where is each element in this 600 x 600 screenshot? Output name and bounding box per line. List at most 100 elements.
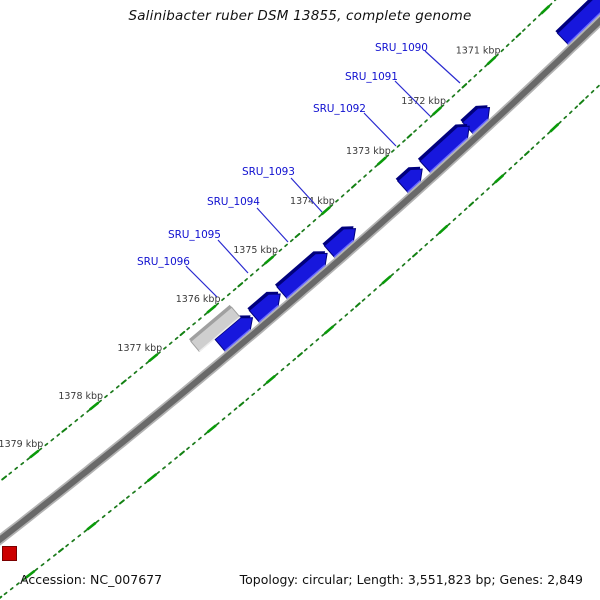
tick-mark (350, 308, 354, 312)
tick-mark (138, 485, 142, 490)
tick-mark (467, 79, 472, 83)
tick-mark (413, 129, 417, 133)
tick-mark (56, 433, 61, 437)
tick-mark (9, 587, 14, 591)
tick-mark (355, 302, 361, 308)
tick-mark (538, 13, 542, 17)
tick-mark (227, 412, 232, 416)
tick-mark (132, 490, 136, 494)
tick-mark (237, 282, 244, 288)
tick-mark (473, 73, 478, 78)
tick-mark (438, 225, 449, 234)
tick-mark (0, 595, 3, 599)
tick-mark (215, 422, 220, 426)
tick-mark (457, 89, 461, 93)
gene-label-SRU_1091[interactable]: SRU_1091 (345, 71, 398, 83)
gene-label-SRU_1090[interactable]: SRU_1090 (375, 42, 428, 54)
label-leader-line (185, 265, 218, 298)
genome-stats-text: Topology: circular; Length: 3,551,823 bp… (239, 572, 583, 587)
gene-SRU_1096[interactable] (189, 304, 241, 353)
tick-mark (332, 323, 337, 327)
tick-mark (548, 2, 553, 7)
gene-arrow[interactable] (213, 315, 254, 352)
gene-label-SRU_1093[interactable]: SRU_1093 (242, 166, 295, 178)
gene-top-highlight (333, 239, 355, 258)
tick-mark (71, 538, 76, 543)
tick-mark (324, 325, 334, 335)
tick-mark (147, 473, 157, 482)
tick-mark (3, 591, 8, 596)
tick-mark (446, 99, 450, 103)
gene-label-SRU_1094[interactable]: SRU_1094 (207, 196, 260, 208)
tick-mark (68, 423, 73, 428)
tick-mark (101, 514, 106, 519)
tick-mark (65, 543, 69, 548)
tick-mark (86, 521, 97, 531)
tick-mark (373, 288, 377, 292)
tick-mark (179, 330, 186, 337)
tick-mark (80, 414, 85, 418)
tick-mark (312, 218, 317, 223)
tick-mark (361, 298, 366, 302)
tick-mark (502, 171, 507, 176)
tick-mark (563, 115, 568, 120)
tick-mark (206, 304, 217, 314)
gene-top-highlight (407, 180, 422, 193)
gene-SRU_1092[interactable] (395, 166, 423, 193)
accession-text: Accession: NC_007677 (20, 572, 163, 587)
gene-SRU_1094[interactable] (275, 251, 328, 299)
tick-mark (396, 268, 400, 272)
tick-mark (486, 187, 490, 191)
red-corner-marker (2, 546, 17, 561)
kbp-label: 1372 kbp (401, 96, 446, 107)
tick-mark (120, 379, 127, 385)
gene-SRU_1091[interactable] (417, 124, 470, 173)
tick-mark (574, 105, 579, 109)
tick-mark (263, 382, 267, 387)
tick-mark (297, 352, 303, 358)
gene-label-SRU_1095[interactable]: SRU_1095 (168, 229, 221, 241)
tick-mark (251, 392, 256, 396)
tick-mark (524, 150, 530, 156)
tick-mark (286, 362, 291, 367)
tick-mark (401, 263, 406, 267)
gene-label-SRU_1096[interactable]: SRU_1096 (137, 256, 190, 268)
tick-mark (26, 457, 31, 461)
tick-mark (58, 547, 64, 553)
tick-mark (203, 431, 208, 436)
tick-mark (174, 336, 179, 341)
label-leader-line (363, 112, 397, 147)
gene-label-SRU_1092[interactable]: SRU_1092 (313, 103, 366, 115)
tick-mark (494, 174, 505, 184)
tick-mark (486, 55, 497, 66)
tick-mark (162, 466, 166, 470)
tick-mark (541, 136, 546, 140)
gene-arrow[interactable] (555, 0, 600, 45)
tick-mark (186, 326, 191, 331)
tick-mark (289, 238, 294, 243)
tick-mark (61, 427, 68, 433)
tick-mark (407, 258, 412, 262)
tick-mark (475, 197, 479, 201)
tick-mark (264, 255, 274, 265)
tick-mark (255, 268, 260, 272)
tick-mark (458, 212, 462, 217)
tick-mark (558, 120, 562, 125)
tick-mark (367, 293, 372, 297)
tick-mark (174, 456, 178, 460)
tick-mark (303, 348, 308, 352)
tick-mark (463, 207, 468, 211)
tick-mark (513, 161, 518, 166)
tick-mark (22, 577, 26, 581)
tick-mark (126, 495, 130, 499)
tick-mark (233, 407, 238, 411)
tick-mark (145, 360, 150, 365)
tick-mark (249, 273, 254, 277)
tick-mark (468, 201, 475, 207)
gene-SRU_1093[interactable] (322, 226, 357, 258)
tick-mark (272, 253, 277, 257)
tick-mark (257, 387, 261, 392)
gene-top-highlight (224, 328, 251, 352)
gene-SRU_1095[interactable] (247, 291, 281, 323)
